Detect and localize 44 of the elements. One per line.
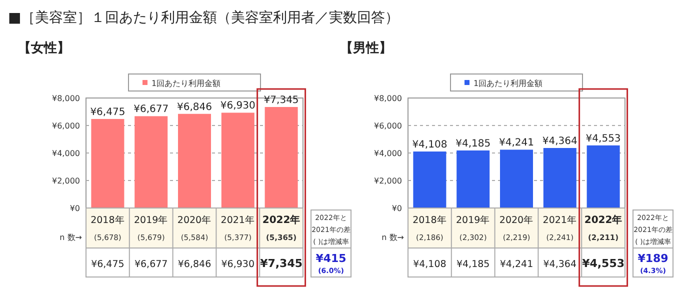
text: ¥6,846: [177, 102, 212, 113]
y-tick-label: ¥8,000: [52, 94, 80, 103]
y-tick-label: ¥4,000: [52, 149, 80, 158]
data-label: ¥4,364: [543, 259, 577, 270]
text: ¥4,241: [499, 138, 534, 149]
data-label: ¥7,345: [260, 257, 303, 270]
data-label: ¥4,185: [456, 259, 490, 270]
text: ¥415: [316, 252, 346, 265]
data-label: ¥4,241: [500, 259, 534, 270]
y-tick-label: ¥0: [70, 204, 80, 213]
data-label: ¥6,846: [178, 259, 212, 270]
bar: [178, 114, 211, 208]
chart-title: ■［美容室］１回あたり利用金額（美容室利用者／実数回答）: [8, 10, 400, 26]
data-label: ¥4,108: [413, 259, 446, 270]
bar: [91, 118, 124, 208]
y-tick-label: ¥6,000: [374, 122, 402, 130]
text: ¥7,345: [264, 95, 299, 106]
text: n 数→: [382, 233, 404, 242]
text: ¥6,475: [90, 106, 126, 118]
text: n 数→: [60, 233, 82, 242]
y-tick-label: ¥2,000: [52, 176, 80, 186]
data-label: ¥6,475: [91, 259, 124, 270]
text: ¥4,108: [412, 140, 448, 151]
bar: [134, 116, 168, 208]
text: ¥4,364: [542, 136, 578, 147]
chart-subtitle: 【女性】: [18, 40, 70, 56]
y-tick-label: ¥2,000: [374, 176, 402, 186]
data-label: ¥6,677: [134, 259, 168, 270]
text: ¥6,677: [134, 104, 169, 116]
legend-label: 1回あたり利用金額: [152, 79, 221, 88]
y-tick-label: ¥4,000: [374, 149, 402, 158]
bar: [264, 107, 298, 208]
text: ¥4,185: [456, 138, 491, 150]
legend-label: 1回あたり利用金額: [474, 79, 543, 88]
text: ¥189: [638, 252, 668, 265]
y-tick-label: ¥6,000: [52, 122, 80, 130]
text: ¥4,553: [586, 133, 621, 144]
data-label: ¥6,930: [221, 259, 255, 270]
bar: [221, 112, 254, 208]
text: ¥6,930: [220, 100, 256, 112]
y-tick-label: ¥8,000: [374, 94, 402, 103]
data-label: ¥4,553: [582, 257, 625, 270]
chart-subtitle: 【男性】: [340, 40, 392, 56]
y-tick-label: ¥0: [392, 204, 402, 213]
